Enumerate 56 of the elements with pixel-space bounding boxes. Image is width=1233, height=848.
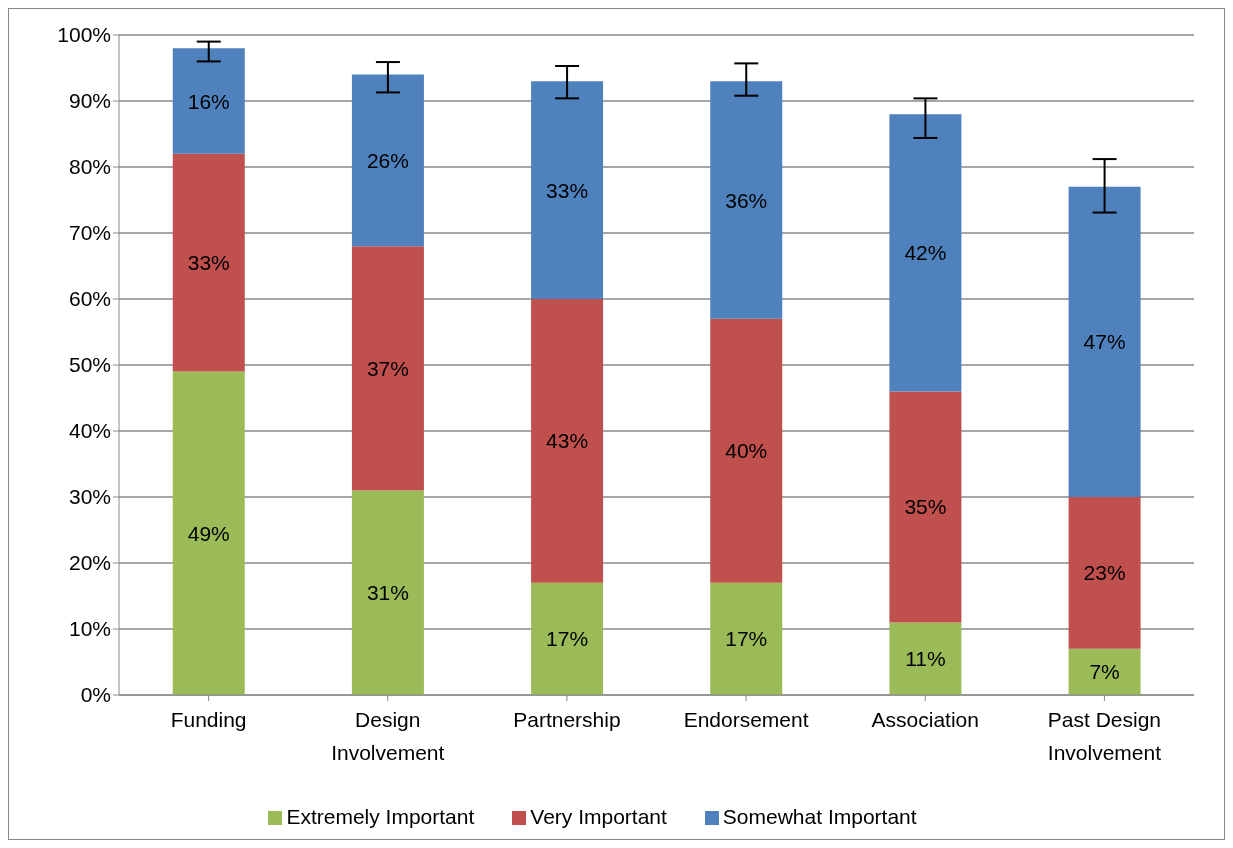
bar	[172, 48, 245, 154]
data-label: 17%	[725, 627, 768, 651]
legend-label: Somewhat Important	[722, 805, 917, 828]
data-label: 7%	[1089, 660, 1120, 684]
data-label: 17%	[546, 627, 589, 651]
bar	[531, 299, 604, 583]
bar	[1068, 186, 1141, 497]
y-tick-label: 20%	[68, 551, 111, 575]
bar	[710, 582, 783, 695]
legend-label: Very Important	[530, 805, 667, 828]
data-label: 43%	[546, 429, 589, 453]
x-tick-label: Partnership	[513, 708, 621, 731]
y-tick-label: 70%	[68, 221, 111, 245]
y-tick-label: 90%	[68, 89, 111, 113]
bar	[710, 318, 783, 583]
y-tick-label: 40%	[68, 419, 111, 443]
legend-label: Extremely Important	[286, 805, 475, 828]
x-tick-label: Funding	[170, 708, 247, 731]
bar	[351, 490, 424, 695]
x-tick-label: Association	[871, 708, 979, 731]
data-label: 26%	[366, 148, 409, 172]
data-label: 33%	[187, 251, 230, 275]
bar	[889, 622, 962, 695]
x-tick-label: Endorsement	[683, 708, 809, 731]
y-tick-label: 80%	[68, 155, 111, 179]
y-tick-label: 0%	[80, 683, 111, 707]
data-label: 49%	[187, 521, 230, 545]
bar	[1068, 648, 1141, 695]
y-tick-label: 10%	[68, 617, 111, 641]
bar	[172, 371, 245, 695]
data-label: 40%	[725, 439, 768, 463]
data-label: 42%	[904, 241, 947, 265]
bar	[531, 582, 604, 695]
y-tick-label: 100%	[57, 23, 111, 47]
x-tick-label: Design Involvement	[331, 708, 445, 764]
data-label: 33%	[546, 178, 589, 202]
data-label: 11%	[905, 647, 946, 671]
data-label: 23%	[1083, 561, 1126, 585]
bar	[351, 246, 424, 491]
data-label: 35%	[904, 495, 947, 519]
bar	[889, 114, 962, 392]
bar	[1068, 497, 1141, 649]
bar	[172, 153, 245, 372]
data-label: 36%	[725, 188, 768, 212]
data-label: 31%	[366, 581, 409, 605]
bar	[710, 81, 783, 319]
data-label: 16%	[187, 89, 230, 113]
bar	[531, 81, 604, 299]
x-tick-label: Past Design Involvement	[1047, 708, 1162, 764]
bar	[889, 391, 962, 623]
y-tick-label: 30%	[68, 485, 111, 509]
data-label: 47%	[1083, 330, 1126, 354]
bar	[351, 74, 424, 247]
y-tick-label: 50%	[68, 353, 111, 377]
y-tick-label: 60%	[68, 287, 111, 311]
data-label: 37%	[366, 356, 409, 380]
